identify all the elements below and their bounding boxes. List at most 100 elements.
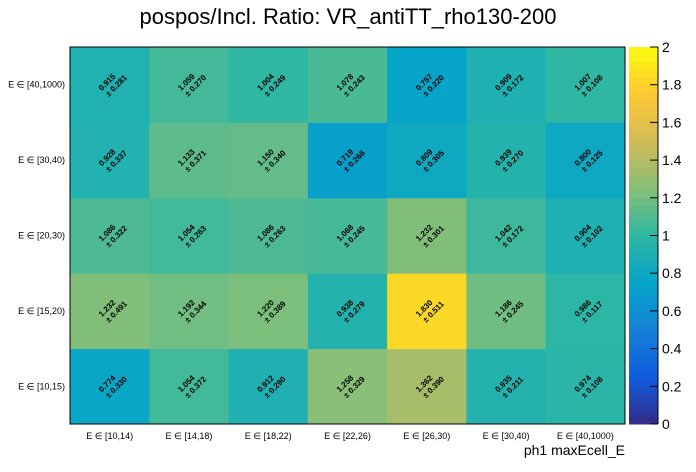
heatmap-cell [466, 47, 547, 123]
color-scale-tick-label: 1.4 [662, 152, 682, 168]
color-scale-tick-label: 0.4 [662, 341, 682, 357]
color-scale-step [629, 114, 658, 123]
color-scale-step [629, 197, 658, 206]
color-scale-tick-label: 0.2 [662, 378, 682, 394]
color-scale-bar: 0 0.2 0.4 0.6 0.8 1 1.2 1.4 1.6 1.8 2 [629, 39, 682, 432]
heatmap-cell [387, 197, 467, 274]
y-tick-label: E ∈ [30,40) [18, 155, 65, 165]
heatmap-cell [70, 122, 150, 199]
heatmap-cell [307, 273, 388, 350]
color-scale-step [629, 303, 658, 312]
heatmap-cell [149, 348, 230, 425]
color-scale-step [629, 416, 658, 425]
y-tick-label: E ∈ [40,1000) [8, 80, 65, 90]
heatmap-cell [228, 348, 309, 425]
heatmap-cell [387, 348, 467, 425]
heatmap-cell [70, 273, 150, 350]
color-scale-step [629, 243, 658, 252]
heatmap-cell [387, 273, 467, 350]
heatmap-cell [149, 122, 230, 199]
color-scale-step [629, 348, 658, 357]
color-scale-step [629, 54, 658, 63]
plot-frame [69, 46, 626, 425]
color-scale-step [629, 69, 658, 78]
color-scale-step [629, 167, 658, 176]
color-scale-step [629, 190, 658, 199]
x-tick-label: E ∈ [40,1000) [557, 431, 614, 441]
color-scale-step [629, 182, 658, 191]
heatmap-cell [466, 348, 547, 425]
heatmap-cell [307, 197, 388, 274]
y-tick-label: E ∈ [15,20) [18, 306, 65, 316]
color-scale-step [629, 160, 658, 169]
color-scale-tick-label: 0.6 [662, 303, 682, 319]
y-tick-label: E ∈ [10,15) [18, 381, 65, 391]
color-scale-step [629, 62, 658, 71]
x-tick-labels: E ∈ [10,14) E ∈ [14,18) E ∈ [18,22) E ∈ [22… [86, 431, 614, 441]
color-scale-step [629, 77, 658, 86]
color-scale-step [629, 341, 658, 350]
heatmap-cell [466, 197, 547, 274]
color-scale-step [629, 265, 658, 274]
heatmap-cell [545, 197, 626, 274]
color-scale-tick-label: 0 [662, 416, 670, 432]
color-scale-tick-label: 0.8 [662, 265, 682, 281]
color-scale-step [629, 363, 658, 372]
heatmap-cell [387, 122, 467, 199]
color-scale-step [629, 47, 658, 56]
heatmap-cell [307, 122, 388, 199]
heatmap-cell [466, 273, 547, 350]
color-scale-tick-label: 1.6 [662, 114, 682, 130]
x-axis-label: ph1 maxEcell_E [524, 442, 625, 458]
color-scale-step [629, 99, 658, 108]
color-scale-step [629, 107, 658, 116]
color-scale-step [629, 175, 658, 184]
color-scale-step [629, 318, 658, 327]
color-scale-step [629, 235, 658, 244]
color-scale-tick-label: 1.8 [662, 77, 682, 93]
heatmap-cell [70, 197, 150, 274]
x-tick-label: E ∈ [14,18) [165, 431, 212, 441]
color-scale-step [629, 295, 658, 304]
heatmap-cell [149, 47, 230, 123]
color-scale-step [629, 386, 658, 395]
color-scale-step [629, 145, 658, 154]
color-scale-step [629, 84, 658, 93]
heatmap-cells: 0.774± 0.330 1.054± 0.372 0.912± 0.290 1.25… [70, 47, 626, 425]
color-scale-step [629, 333, 658, 342]
color-scale-step [629, 92, 658, 101]
heatmap-cell [228, 273, 309, 350]
color-scale-step [629, 280, 658, 289]
color-scale-step [629, 212, 658, 221]
color-scale-step [629, 152, 658, 161]
color-scale-tick-label: 1.2 [662, 190, 682, 206]
heatmap-cell [228, 47, 309, 123]
heatmap-cell [387, 47, 467, 123]
color-scale-step [629, 122, 658, 131]
color-scale-step [629, 227, 658, 236]
color-scale-step [629, 273, 658, 282]
heatmap-cell [307, 47, 388, 123]
heatmap-cell [545, 122, 626, 199]
heatmap-cell [149, 273, 230, 350]
color-scale-step [629, 129, 658, 138]
y-tick-labels: E ∈ [10,15) E ∈ [15,20) E ∈ [20,30) E ∈ [30… [8, 80, 65, 392]
chart-title: pospos/Incl. Ratio: VR_antiTT_rho130-200 [139, 4, 556, 29]
color-scale-step [629, 288, 658, 297]
heatmap-cell [545, 273, 626, 350]
x-tick-label: E ∈ [18,22) [245, 431, 292, 441]
color-scale-step [629, 250, 658, 259]
x-tick-label: E ∈ [30,40) [483, 431, 530, 441]
color-scale-step [629, 401, 658, 410]
x-tick-label: E ∈ [26,30) [403, 431, 450, 441]
x-tick-label: E ∈ [22,26) [324, 431, 371, 441]
color-scale-tick-label: 1 [662, 228, 670, 244]
heatmap-cell [70, 348, 150, 425]
color-scale-step [629, 205, 658, 214]
heatmap-cell [545, 47, 626, 123]
heatmap-cell [70, 47, 150, 123]
color-scale-step [629, 258, 658, 267]
heatmap-cell [228, 197, 309, 274]
color-scale-step [629, 310, 658, 319]
